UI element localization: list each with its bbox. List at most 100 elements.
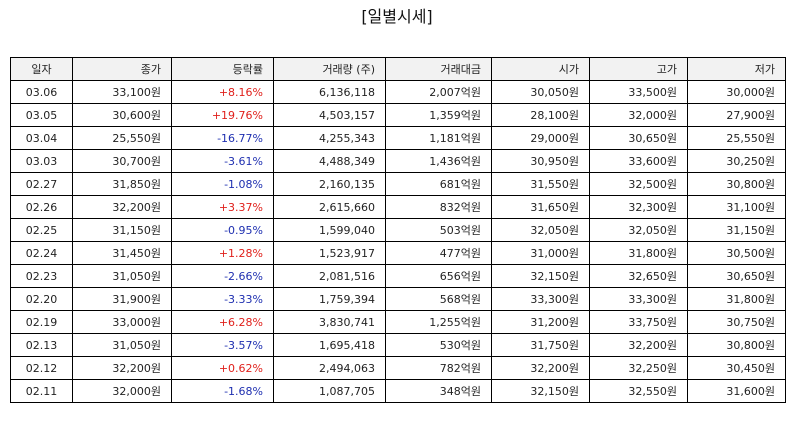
cell-low: 31,100원 [687,195,786,219]
cell-volume: 3,830,741 [273,310,386,334]
cell-volume: 6,136,118 [273,80,386,104]
cell-high: 32,250원 [589,356,688,380]
header-low: 저가 [687,57,786,81]
cell-close: 32,200원 [72,195,172,219]
header-row: 일자 종가 등락률 거래량 (주) 거래대금 시가 고가 저가 [10,57,786,81]
cell-change-rate: -1.68% [171,379,274,403]
table-row: 02.19 33,000원 +6.28% 3,830,741 1,255억원 31,200… [10,310,786,334]
cell-date: 02.20 [10,287,73,311]
cell-date: 02.11 [10,379,73,403]
cell-open: 32,200원 [491,356,590,380]
cell-trade-value: 1,359억원 [385,103,492,127]
cell-change-rate: -0.95% [171,218,274,242]
cell-close: 31,900원 [72,287,172,311]
cell-low: 30,500원 [687,241,786,265]
cell-open: 31,200원 [491,310,590,334]
table-row: 02.11 32,000원 -1.68% 1,087,705 348억원 32,150원 3… [10,379,786,403]
cell-change-rate: +6.28% [171,310,274,334]
cell-open: 32,150원 [491,264,590,288]
table-row: 03.05 30,600원 +19.76% 4,503,157 1,359억원 28,10… [10,103,786,127]
cell-high: 30,650원 [589,126,688,150]
cell-date: 02.19 [10,310,73,334]
cell-open: 31,650원 [491,195,590,219]
cell-high: 32,050원 [589,218,688,242]
cell-low: 27,900원 [687,103,786,127]
cell-volume: 2,615,660 [273,195,386,219]
table-row: 02.27 31,850원 -1.08% 2,160,135 681억원 31,550원 3… [10,172,786,196]
cell-low: 31,800원 [687,287,786,311]
table-row: 03.04 25,550원 -16.77% 4,255,343 1,181억원 29,00… [10,126,786,150]
cell-trade-value: 530억원 [385,333,492,357]
table-row: 02.13 31,050원 -3.57% 1,695,418 530억원 31,750원 3… [10,333,786,357]
table-row: 03.03 30,700원 -3.61% 4,488,349 1,436억원 30,950… [10,149,786,173]
cell-volume: 2,160,135 [273,172,386,196]
cell-volume: 1,523,917 [273,241,386,265]
cell-close: 31,050원 [72,333,172,357]
cell-change-rate: -3.61% [171,149,274,173]
table-row: 02.20 31,900원 -3.33% 1,759,394 568억원 33,300원 3… [10,287,786,311]
cell-high: 33,300원 [589,287,688,311]
cell-open: 30,950원 [491,149,590,173]
cell-open: 32,050원 [491,218,590,242]
cell-low: 30,800원 [687,172,786,196]
table-row: 02.25 31,150원 -0.95% 1,599,040 503억원 32,050원 3… [10,218,786,242]
cell-volume: 4,503,157 [273,103,386,127]
cell-low: 30,800원 [687,333,786,357]
cell-high: 32,500원 [589,172,688,196]
cell-trade-value: 503억원 [385,218,492,242]
cell-open: 32,150원 [491,379,590,403]
cell-volume: 1,087,705 [273,379,386,403]
cell-close: 31,850원 [72,172,172,196]
cell-date: 02.27 [10,172,73,196]
cell-low: 30,000원 [687,80,786,104]
cell-volume: 4,255,343 [273,126,386,150]
cell-date: 03.06 [10,80,73,104]
cell-trade-value: 348억원 [385,379,492,403]
cell-high: 31,800원 [589,241,688,265]
cell-low: 25,550원 [687,126,786,150]
cell-date: 02.26 [10,195,73,219]
cell-date: 02.24 [10,241,73,265]
table-row: 02.12 32,200원 +0.62% 2,494,063 782억원 32,200원 3… [10,356,786,380]
header-high: 고가 [589,57,688,81]
cell-open: 30,050원 [491,80,590,104]
cell-trade-value: 1,181억원 [385,126,492,150]
cell-volume: 4,488,349 [273,149,386,173]
header-open: 시가 [491,57,590,81]
cell-volume: 2,494,063 [273,356,386,380]
cell-volume: 1,759,394 [273,287,386,311]
cell-low: 31,150원 [687,218,786,242]
cell-low: 30,650원 [687,264,786,288]
table-row: 02.23 31,050원 -2.66% 2,081,516 656억원 32,150원 3… [10,264,786,288]
cell-high: 33,600원 [589,149,688,173]
cell-date: 02.12 [10,356,73,380]
cell-high: 33,750원 [589,310,688,334]
cell-volume: 1,695,418 [273,333,386,357]
header-trade-value: 거래대금 [385,57,492,81]
cell-volume: 2,081,516 [273,264,386,288]
cell-close: 30,600원 [72,103,172,127]
cell-open: 31,000원 [491,241,590,265]
cell-trade-value: 681억원 [385,172,492,196]
cell-trade-value: 2,007억원 [385,80,492,104]
cell-open: 28,100원 [491,103,590,127]
header-change: 등락률 [171,57,274,81]
cell-trade-value: 656억원 [385,264,492,288]
cell-change-rate: -16.77% [171,126,274,150]
cell-low: 31,600원 [687,379,786,403]
cell-trade-value: 782억원 [385,356,492,380]
page-title: [일별시세] [361,7,433,26]
cell-date: 02.23 [10,264,73,288]
table-row: 02.26 32,200원 +3.37% 2,615,660 832억원 31,650원 3… [10,195,786,219]
cell-high: 32,550원 [589,379,688,403]
cell-close: 31,450원 [72,241,172,265]
cell-change-rate: +8.16% [171,80,274,104]
cell-high: 32,650원 [589,264,688,288]
cell-change-rate: -2.66% [171,264,274,288]
cell-change-rate: +1.28% [171,241,274,265]
cell-trade-value: 832억원 [385,195,492,219]
cell-high: 32,000원 [589,103,688,127]
cell-change-rate: -1.08% [171,172,274,196]
cell-low: 30,750원 [687,310,786,334]
cell-change-rate: +0.62% [171,356,274,380]
